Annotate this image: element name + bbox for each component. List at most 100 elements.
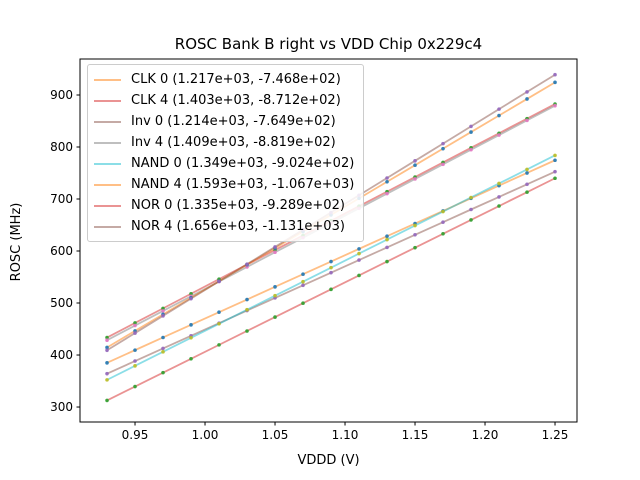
legend-entry: NOR 0 (1.335e+03, -9.289e+02) <box>94 195 354 216</box>
x-tick-label: 1.00 <box>192 428 219 442</box>
data-point-nand-4 <box>413 163 417 167</box>
data-point-inv-0 <box>301 283 305 288</box>
legend-label: CLK 0 (1.217e+03, -7.468e+02) <box>131 72 341 87</box>
data-point-nor-0 <box>413 245 417 250</box>
y-tick-label: 300 <box>50 400 73 414</box>
data-point-clk-0 <box>525 171 529 175</box>
data-point-nor-4 <box>497 107 501 111</box>
data-point-nor-0 <box>329 287 333 292</box>
y-tick-label: 700 <box>50 192 73 206</box>
data-point-inv-0 <box>469 207 473 212</box>
legend-label: Inv 4 (1.409e+03, -8.819e+02) <box>131 135 336 150</box>
data-point-inv-0 <box>553 169 557 174</box>
data-point-nand-0 <box>245 307 249 312</box>
legend-line-swatch <box>94 162 121 165</box>
data-point-inv-4 <box>469 147 473 152</box>
axes-frame <box>79 58 578 423</box>
data-point-nor-4 <box>413 159 417 163</box>
legend-entry: Inv 0 (1.214e+03, -7.649e+02) <box>94 111 354 132</box>
data-point-clk-0 <box>245 297 249 302</box>
legend-label: CLK 4 (1.403e+03, -8.712e+02) <box>131 93 341 108</box>
data-point-clk-0 <box>301 272 305 276</box>
legend-label: NOR 0 (1.335e+03, -9.289e+02) <box>131 198 345 213</box>
data-point-clk-0 <box>329 259 333 264</box>
data-point-inv-4 <box>497 133 501 137</box>
legend-line-swatch <box>94 204 121 207</box>
data-point-inv-0 <box>497 195 501 199</box>
data-point-nand-4 <box>105 345 109 350</box>
legend-line-swatch <box>94 183 121 186</box>
legend-entry: Inv 4 (1.409e+03, -8.819e+02) <box>94 132 354 153</box>
legend-label: NAND 0 (1.349e+03, -9.024e+02) <box>131 156 355 171</box>
y-tick-label: 600 <box>50 244 73 258</box>
data-point-clk-4 <box>105 335 109 340</box>
data-point-nor-0 <box>245 329 249 333</box>
data-point-clk-4 <box>133 321 137 325</box>
data-point-inv-0 <box>161 346 165 351</box>
data-point-nor-4 <box>441 141 445 146</box>
data-point-nor-0 <box>441 231 445 236</box>
data-point-nor-4 <box>217 279 221 284</box>
data-point-nor-0 <box>105 398 109 403</box>
legend: CLK 0 (1.217e+03, -7.468e+02) CLK 4 (1.40… <box>87 64 365 242</box>
data-point-nor-0 <box>301 301 305 306</box>
data-point-nor-0 <box>553 176 557 181</box>
data-point-clk-0 <box>385 234 389 239</box>
x-axis-label: VDDD (V) <box>297 453 360 468</box>
data-point-clk-0 <box>133 348 137 352</box>
data-point-clk-0 <box>105 361 109 365</box>
data-point-nor-4 <box>273 245 277 249</box>
data-point-nand-0 <box>357 251 361 256</box>
data-point-nor-0 <box>273 315 277 319</box>
x-tick-label: 1.20 <box>472 428 499 442</box>
data-point-nor-4 <box>189 296 193 301</box>
data-point-inv-0 <box>413 232 417 237</box>
legend-label: Inv 0 (1.214e+03, -7.649e+02) <box>131 114 336 129</box>
data-point-nor-4 <box>525 90 529 94</box>
legend-line-swatch <box>94 78 121 81</box>
data-point-inv-4 <box>413 177 417 181</box>
data-point-inv-0 <box>525 182 529 187</box>
data-point-nor-0 <box>525 190 529 194</box>
chart-title: ROSC Bank B right vs VDD Chip 0x229c4 <box>174 35 483 53</box>
data-point-inv-4 <box>385 191 389 196</box>
data-point-nand-4 <box>497 113 501 118</box>
data-point-nand-4 <box>441 146 445 151</box>
data-point-nand-4 <box>385 179 389 184</box>
y-tick-label: 900 <box>50 88 73 102</box>
data-point-nand-0 <box>385 237 389 242</box>
legend-line-swatch <box>94 141 121 144</box>
data-point-nor-4 <box>385 176 389 180</box>
data-point-nand-0 <box>301 279 305 284</box>
data-point-inv-4 <box>441 162 445 167</box>
data-point-nor-0 <box>469 218 473 222</box>
data-point-nand-4 <box>469 130 473 134</box>
data-point-clk-4 <box>161 306 165 311</box>
data-point-inv-4 <box>161 309 165 313</box>
data-point-inv-0 <box>441 220 445 224</box>
data-point-inv-4 <box>133 323 137 328</box>
data-point-inv-0 <box>329 270 333 275</box>
data-point-nand-4 <box>553 80 557 85</box>
data-point-nand-4 <box>525 97 529 101</box>
legend-entry: CLK 0 (1.217e+03, -7.468e+02) <box>94 69 354 90</box>
data-point-nand-0 <box>273 293 277 298</box>
data-point-nand-0 <box>553 153 557 158</box>
data-point-nand-0 <box>497 181 501 186</box>
data-point-nand-0 <box>105 378 109 382</box>
data-point-clk-0 <box>357 247 361 251</box>
data-point-nand-0 <box>161 350 165 354</box>
data-point-nand-0 <box>525 167 529 172</box>
data-point-inv-0 <box>385 245 389 250</box>
data-point-nor-0 <box>385 259 389 264</box>
data-point-nand-0 <box>329 265 333 270</box>
x-tick-label: 1.15 <box>402 428 429 442</box>
data-point-nor-4 <box>161 314 165 318</box>
data-point-nor-4 <box>469 124 473 129</box>
data-point-nor-0 <box>497 204 501 208</box>
x-tick-label: 0.95 <box>122 428 149 442</box>
legend-label: NAND 4 (1.593e+03, -1.067e+03) <box>131 177 355 192</box>
legend-line-swatch <box>94 120 121 123</box>
data-point-clk-0 <box>273 285 277 289</box>
